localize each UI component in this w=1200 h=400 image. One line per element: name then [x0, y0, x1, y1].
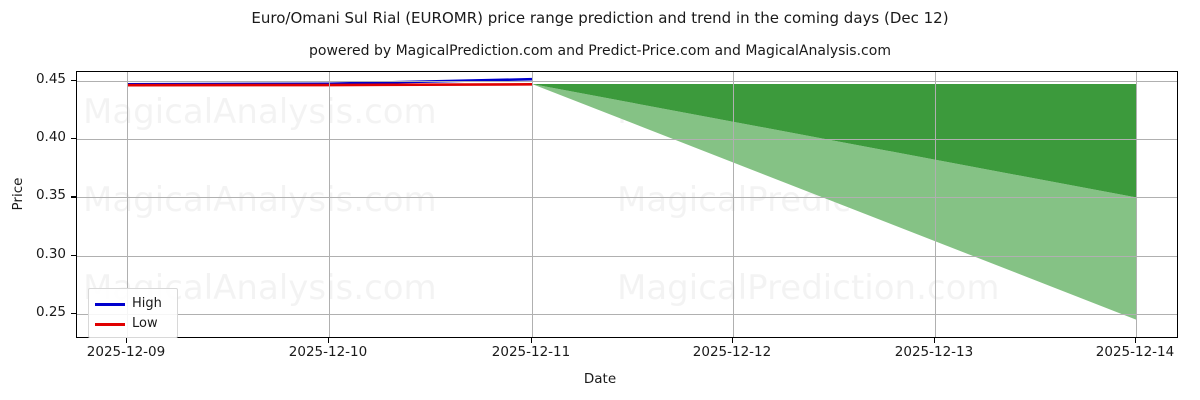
legend-label-high: High — [132, 296, 162, 311]
legend-label-low: Low — [132, 316, 158, 331]
vertical-gridline — [935, 72, 936, 337]
x-axis-tick-mark — [126, 338, 128, 343]
x-axis-tick-label: 2025-12-14 — [1095, 344, 1175, 360]
x-axis-tick-mark — [732, 338, 734, 343]
x-axis-tick-mark — [531, 338, 533, 343]
vertical-gridline — [329, 72, 330, 337]
y-axis-tick-label: 0.25 — [35, 303, 66, 320]
x-axis-tick-mark — [1135, 338, 1137, 343]
x-axis-tick-label: 2025-12-13 — [894, 344, 974, 360]
x-axis-tick-label: 2025-12-09 — [86, 344, 166, 360]
plot-svg — [126, 77, 1136, 320]
y-axis-tick-mark — [71, 196, 76, 198]
horizontal-gridline — [77, 81, 1177, 83]
y-axis-tick-mark — [71, 138, 76, 140]
legend-item-low[interactable]: Low — [95, 315, 175, 333]
horizontal-gridline — [77, 197, 1177, 199]
x-axis-tick-label: 2025-12-10 — [288, 344, 368, 360]
plot-area: MagicalAnalysis.comMagicalPrediction.com… — [76, 71, 1178, 338]
y-axis-tick-mark — [71, 254, 76, 256]
x-axis-label: Date — [583, 371, 617, 387]
chart-title: Euro/Omani Sul Rial (EUROMR) price range… — [251, 9, 949, 27]
legend-swatch-low — [95, 323, 125, 326]
horizontal-gridline — [77, 255, 1177, 257]
legend-swatch-high — [95, 303, 125, 306]
vertical-gridline — [127, 72, 128, 337]
legend-item-high[interactable]: High — [95, 295, 175, 313]
vertical-gridline — [1136, 72, 1137, 337]
forecast-upper-band — [532, 83, 1136, 198]
vertical-gridline — [532, 72, 533, 337]
chart-subtitle: powered by MagicalPrediction.com and Pre… — [309, 43, 891, 59]
horizontal-gridline — [77, 139, 1177, 141]
y-axis-tick-label: 0.30 — [35, 245, 66, 262]
x-axis-tick-mark — [328, 338, 330, 343]
y-axis-tick-label: 0.45 — [35, 71, 66, 88]
vertical-gridline — [733, 72, 734, 337]
x-axis-tick-mark — [934, 338, 936, 343]
y-axis-tick-label: 0.35 — [35, 187, 66, 204]
y-axis-tick-label: 0.40 — [35, 129, 66, 146]
y-axis-tick-mark — [71, 80, 76, 82]
chart-legend[interactable]: High Low — [88, 288, 178, 338]
x-axis-tick-label: 2025-12-12 — [692, 344, 772, 360]
x-axis-tick-label: 2025-12-11 — [491, 344, 571, 360]
horizontal-gridline — [77, 313, 1177, 315]
y-axis-tick-mark — [71, 312, 76, 314]
